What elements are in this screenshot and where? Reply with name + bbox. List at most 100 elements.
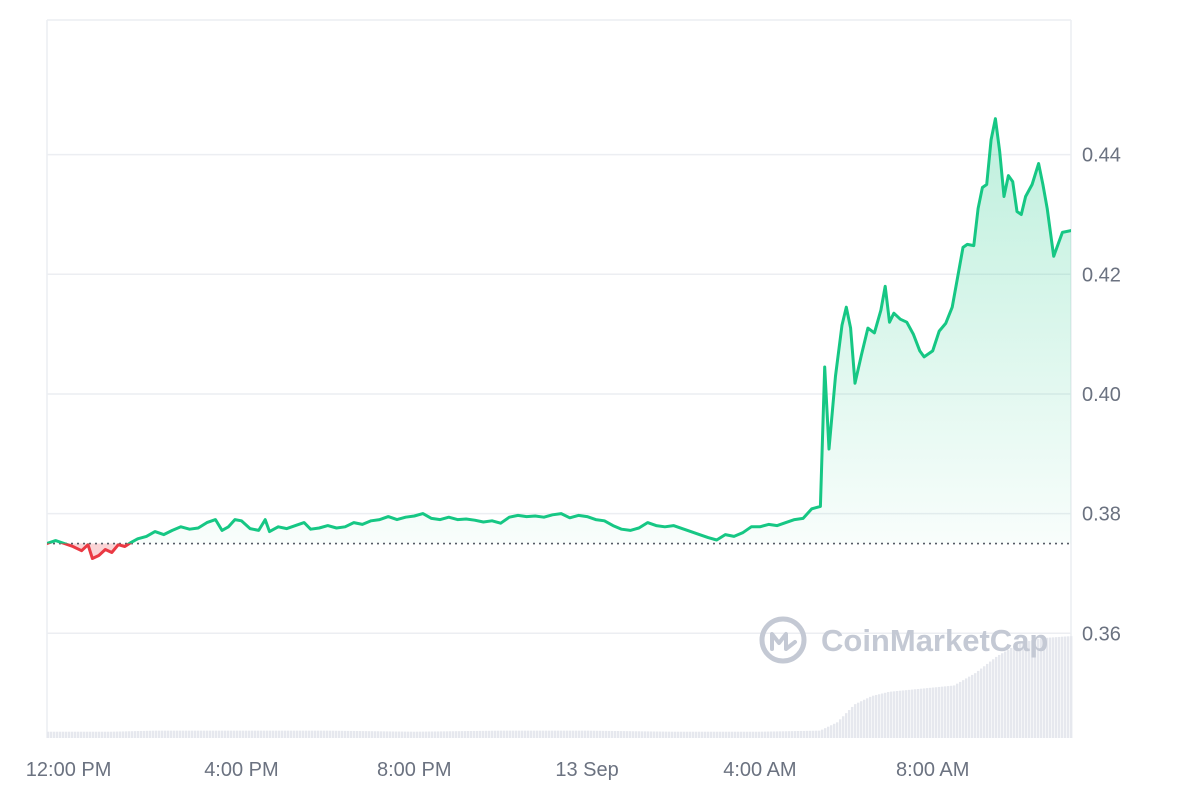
volume-bar [209, 730, 212, 738]
volume-bar [911, 689, 914, 738]
volume-bar [359, 731, 362, 738]
volume-bar [215, 730, 218, 738]
volume-bar [179, 730, 182, 738]
volume-bar [212, 730, 215, 738]
volume-bar [407, 731, 410, 738]
volume-bar [530, 730, 533, 738]
volume-bar [734, 731, 737, 738]
volume-bar [1001, 653, 1004, 738]
y-axis: 0.44 0.42 0.40 0.38 0.36 [1082, 145, 1121, 646]
volume-bar [59, 731, 62, 738]
volume-bar [875, 694, 878, 738]
volume-bar [848, 710, 851, 738]
volume-bar [758, 731, 761, 738]
volume-bar [650, 731, 653, 738]
volume-bar [836, 722, 839, 738]
volume-bar [926, 688, 929, 738]
volume-bar [851, 706, 854, 738]
volume-bar [419, 731, 422, 738]
volume-bar [371, 731, 374, 738]
volume-bar [182, 730, 185, 738]
volume-bar [743, 731, 746, 738]
volume-bar [65, 731, 68, 738]
volume-bar [227, 730, 230, 738]
volume-bar [272, 730, 275, 738]
volume-bar [224, 730, 227, 738]
volume-bar [308, 730, 311, 738]
volume-bar [296, 730, 299, 738]
volume-bar [839, 719, 842, 738]
volume-bar [662, 731, 665, 738]
volume-bar [461, 731, 464, 738]
volume-bar [740, 731, 743, 738]
volume-bar [560, 730, 563, 738]
volume-bar [143, 730, 146, 738]
volume-bar [947, 686, 950, 738]
volume-bar [695, 731, 698, 738]
volume-bar [752, 731, 755, 738]
coinmarketcap-logo-icon [759, 616, 807, 664]
volume-bar [587, 730, 590, 738]
volume-bar [218, 730, 221, 738]
volume-bar [950, 685, 953, 738]
volume-bar [263, 730, 266, 738]
volume-bar [593, 730, 596, 738]
volume-bar [971, 674, 974, 738]
volume-bar [980, 668, 983, 738]
volume-bar [317, 730, 320, 738]
volume-bar [1031, 640, 1034, 738]
volume-bar [998, 654, 1001, 738]
volume-bar [455, 731, 458, 738]
volume-bar [974, 673, 977, 738]
volume-bar [101, 731, 104, 738]
volume-bar [578, 730, 581, 738]
volume-bar [80, 731, 83, 738]
volume-bar [617, 731, 620, 738]
volume-bar [260, 730, 263, 738]
volume-bar [458, 731, 461, 738]
volume-bar [1004, 651, 1007, 738]
volume-bar [626, 731, 629, 738]
volume-bar [98, 731, 101, 738]
volume-bar [1013, 646, 1016, 738]
volume-bar [815, 730, 818, 738]
volume-bar [197, 730, 200, 738]
volume-bar [818, 730, 821, 738]
volume-bar [452, 731, 455, 738]
volume-bar [854, 704, 857, 738]
volume-bar [1052, 637, 1055, 738]
volume-bar [62, 731, 65, 738]
volume-bar [584, 730, 587, 738]
volume-bar [905, 690, 908, 738]
volume-bar [284, 730, 287, 738]
volume-bar [71, 731, 74, 738]
volume-bar [170, 730, 173, 738]
volume-bar [398, 731, 401, 738]
volume-bar [1055, 637, 1058, 738]
volume-bar [986, 663, 989, 738]
volume-bar [635, 731, 638, 738]
volume-bar [524, 730, 527, 738]
volume-bar [254, 730, 257, 738]
volume-bar [251, 730, 254, 738]
volume-bar [50, 731, 53, 738]
volume-bar [956, 683, 959, 738]
volume-bar [161, 730, 164, 738]
volume-bar [440, 731, 443, 738]
volume-bar [893, 691, 896, 738]
volume-bar [470, 731, 473, 738]
volume-bar [329, 730, 332, 738]
volume-bar [821, 729, 824, 738]
volume-bar [842, 716, 845, 738]
volume-bar [395, 731, 398, 738]
volume-bar [464, 731, 467, 738]
volume-bar [266, 730, 269, 738]
volume-bar [659, 731, 662, 738]
volume-bar [1043, 637, 1046, 738]
volume-bar [203, 730, 206, 738]
volume-bar [737, 731, 740, 738]
volume-bar [194, 730, 197, 738]
volume-bar [527, 730, 530, 738]
volume-bar [884, 692, 887, 738]
